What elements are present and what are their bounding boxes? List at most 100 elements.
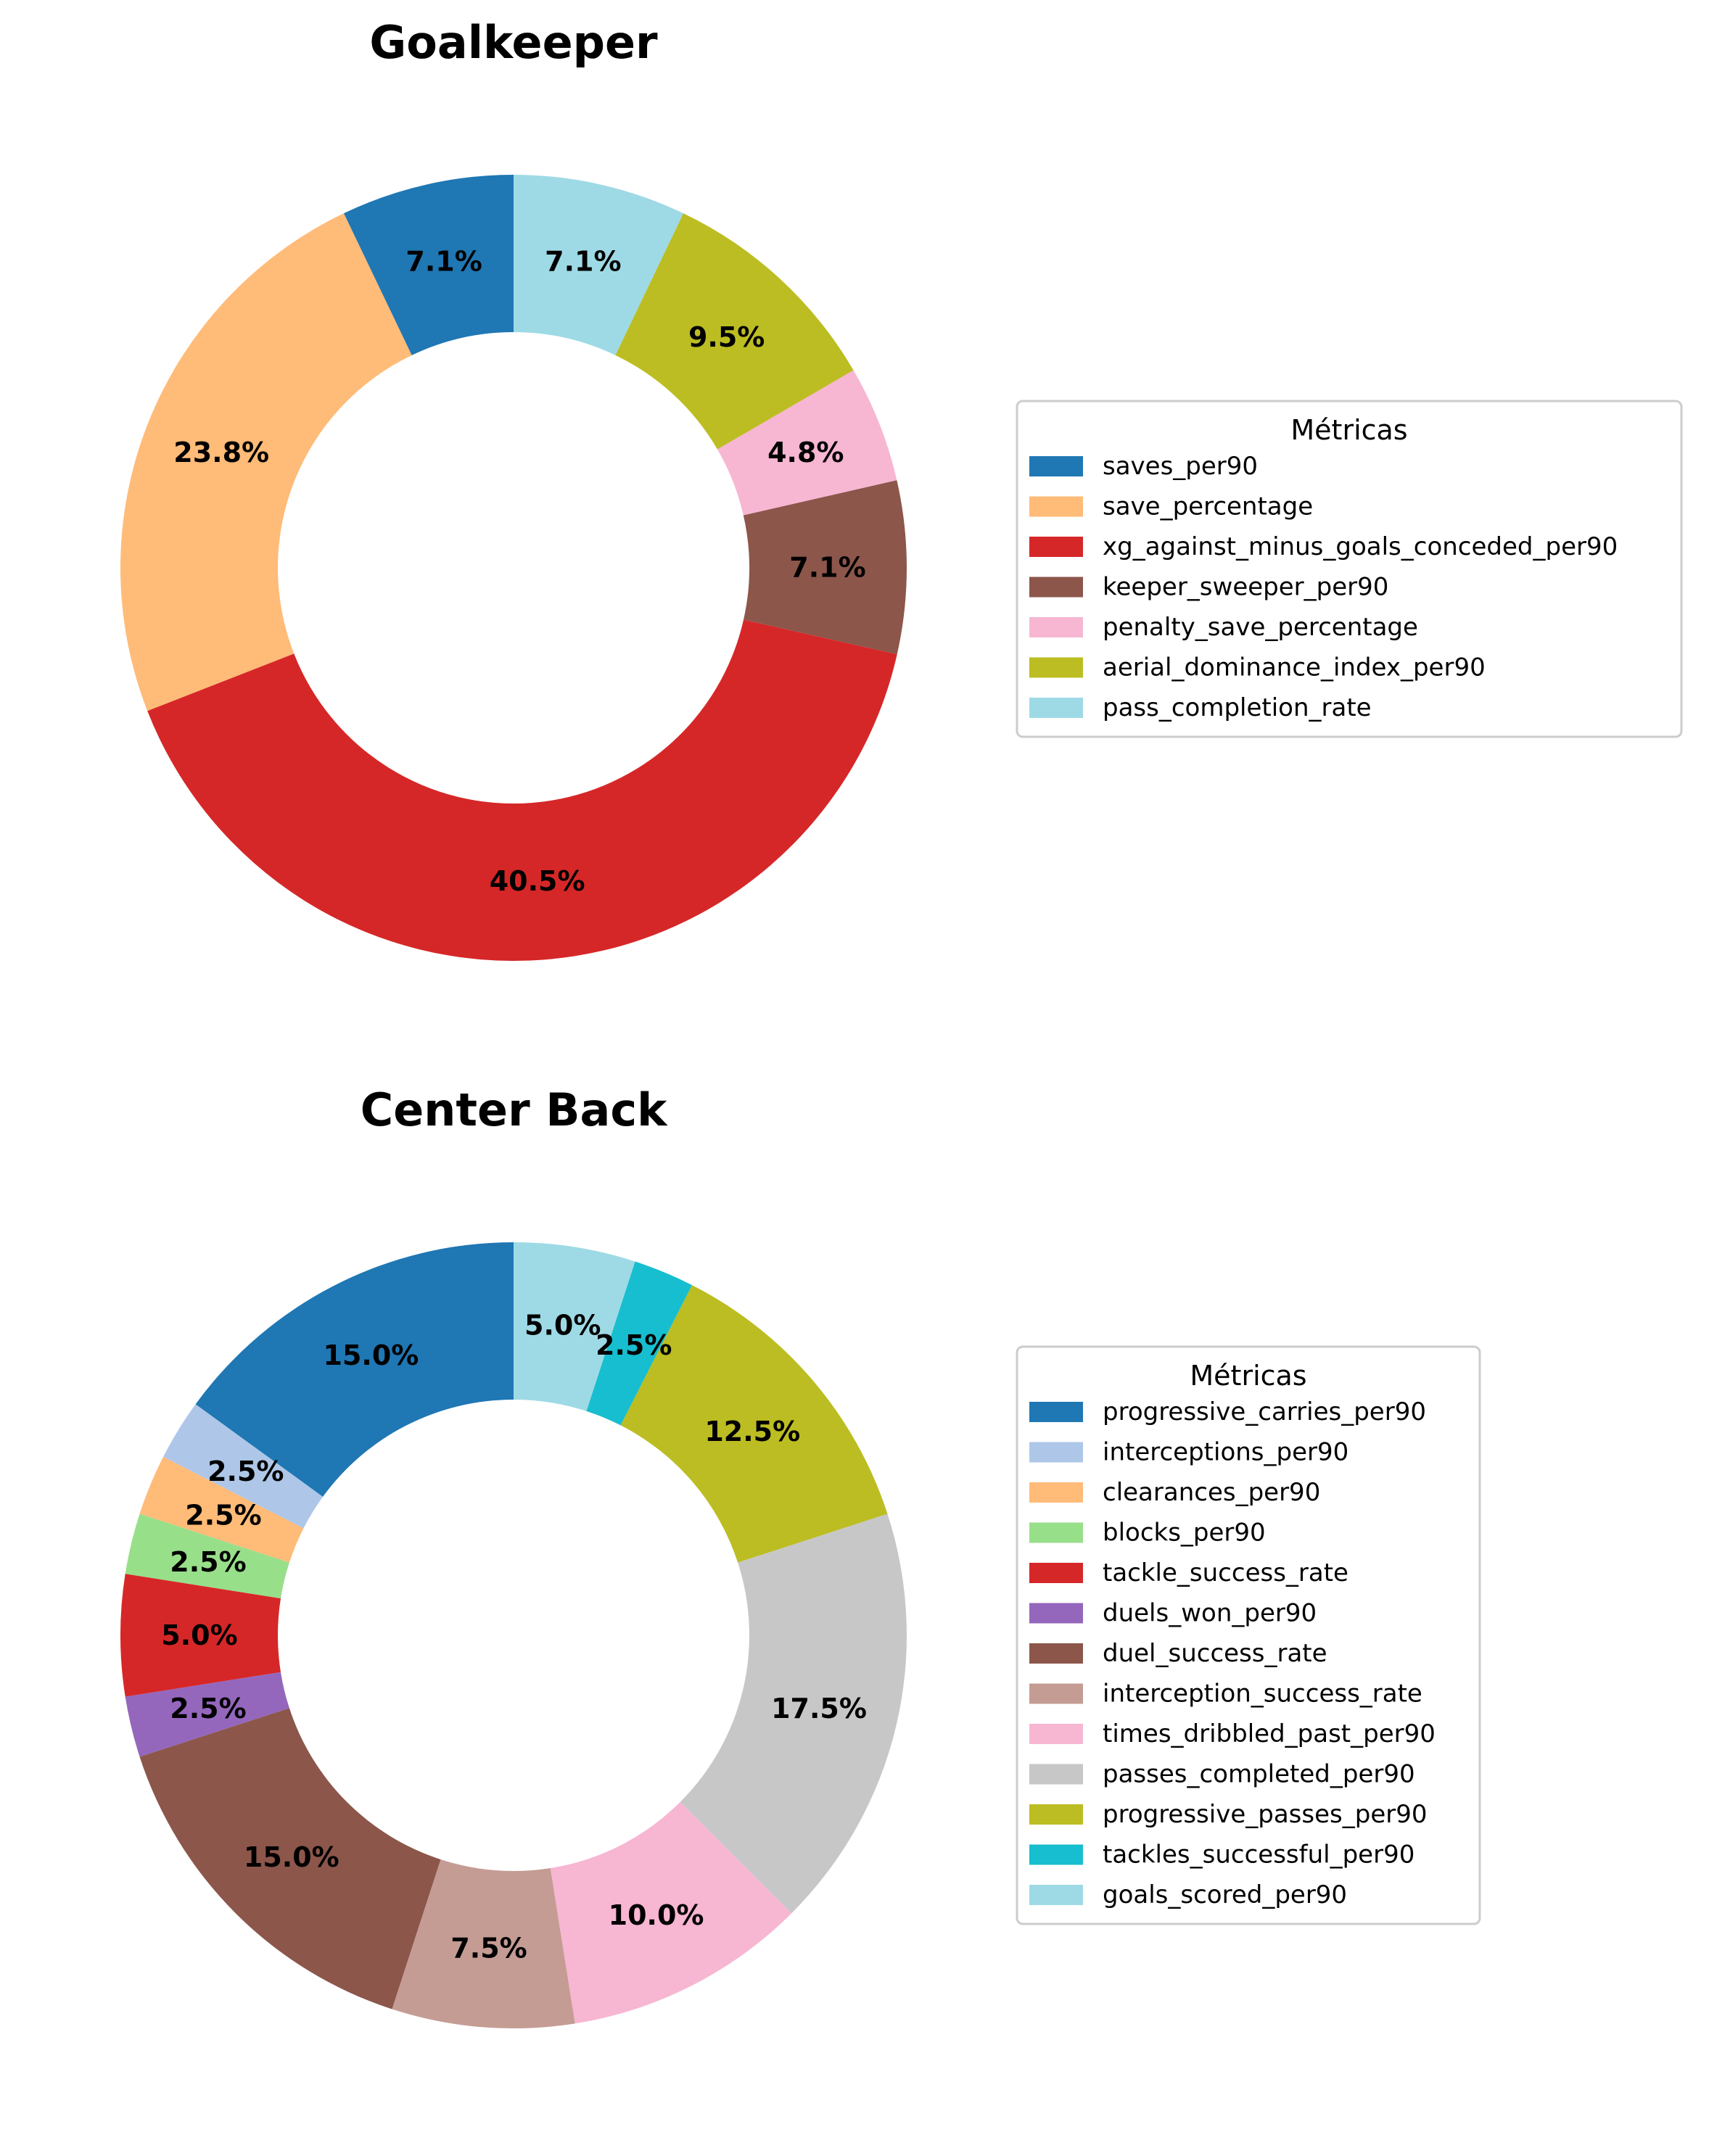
center-back-slice-duels-won-per90 <box>125 1672 289 1757</box>
center-back-legend-label-clearances-per90: clearances_per90 <box>1103 1478 1320 1507</box>
center-back-legend-swatch-times-dribbled-past-per90 <box>1029 1724 1083 1744</box>
center-back-slice-times-dribbled-past-per90 <box>550 1801 792 2024</box>
center-back-legend-swatch-tackle-success-rate <box>1029 1563 1083 1583</box>
goalkeeper-slice-label-aerial-dominance-index-per90: 9.5% <box>688 321 765 353</box>
goalkeeper-legend: Métricas saves_per90 save_percentage xg_ag… <box>1016 400 1683 738</box>
goalkeeper-legend-label-aerial-dominance-index-per90: aerial_dominance_index_per90 <box>1103 653 1486 682</box>
center-back-legend-item-goals-scored-per90: goals_scored_per90 <box>1029 1880 1347 1909</box>
center-back-slice-label-tackles-successful-per90: 2.5% <box>596 1329 672 1361</box>
center-back-slice-label-goals-scored-per90: 5.0% <box>524 1309 601 1341</box>
center-back-legend-swatch-progressive-carries-per90 <box>1029 1402 1083 1422</box>
goalkeeper-legend-title: Métricas <box>1290 414 1407 446</box>
goalkeeper-legend-swatch-xg-against-minus-goals-conceded-per90 <box>1029 537 1083 557</box>
center-back-legend-label-tackle-success-rate: tackle_success_rate <box>1103 1558 1348 1587</box>
goalkeeper-slice-xg-against-minus-goals-conceded-per90 <box>147 619 897 962</box>
center-back-slice-blocks-per90 <box>125 1513 289 1599</box>
center-back-slice-labels: 15.0%2.5%2.5%2.5%5.0%2.5%15.0%7.5%10.0%1… <box>161 1309 867 1964</box>
center-back-legend-item-passes-completed-per90: passes_completed_per90 <box>1029 1760 1415 1789</box>
goalkeeper-legend-box <box>1016 400 1683 738</box>
center-back-slice-progressive-carries-per90 <box>195 1242 514 1497</box>
center-back-slice-label-duels-won-per90: 2.5% <box>170 1693 246 1725</box>
center-back-chart: Center Back 15.0%2.5%2.5%2.5%5.0%2.5%15.… <box>120 1083 1481 2028</box>
center-back-legend-swatch-progressive-passes-per90 <box>1029 1804 1083 1825</box>
center-back-legend-item-tackles-successful-per90: tackles_successful_per90 <box>1029 1841 1414 1870</box>
center-back-legend-swatch-goals-scored-per90 <box>1029 1885 1083 1905</box>
goalkeeper-slice-keeper-sweeper-per90 <box>743 480 907 655</box>
goalkeeper-slice-label-save-percentage: 23.8% <box>173 437 269 468</box>
center-back-legend-label-interceptions-per90: interceptions_per90 <box>1103 1438 1348 1467</box>
goalkeeper-legend-label-penalty-save-percentage: penalty_save_percentage <box>1103 613 1418 642</box>
center-back-slice-duel-success-rate <box>139 1708 441 2010</box>
center-back-legend-swatch-interceptions-per90 <box>1029 1442 1083 1463</box>
goalkeeper-legend-item-saves-per90: saves_per90 <box>1029 452 1258 481</box>
goalkeeper-legend-swatch-saves-per90 <box>1029 456 1083 476</box>
goalkeeper-legend-item-pass-completion-rate: pass_completion_rate <box>1029 693 1372 722</box>
goalkeeper-slice-save-percentage <box>120 213 412 711</box>
center-back-legend: Métricas progressive_carries_per90interc… <box>1016 1345 1481 1925</box>
center-back-slice-interceptions-per90 <box>163 1404 324 1529</box>
goalkeeper-legend-label-save-percentage: save_percentage <box>1103 492 1313 521</box>
center-back-legend-item-tackle-success-rate: tackle_success_rate <box>1029 1558 1348 1587</box>
center-back-legend-swatch-duel-success-rate <box>1029 1643 1083 1664</box>
center-back-legend-item-duel-success-rate: duel_success_rate <box>1029 1639 1327 1668</box>
center-back-legend-label-tackles-successful-per90: tackles_successful_per90 <box>1103 1841 1414 1870</box>
center-back-slice-label-passes-completed-per90: 17.5% <box>771 1693 867 1725</box>
center-back-legend-item-interception-success-rate: interception_success_rate <box>1029 1680 1422 1709</box>
goalkeeper-legend-item-save-percentage: save_percentage <box>1029 492 1313 521</box>
center-back-slice-tackle-success-rate <box>120 1574 281 1697</box>
center-back-legend-box <box>1016 1345 1481 1925</box>
center-back-legend-swatch-duels-won-per90 <box>1029 1603 1083 1624</box>
goalkeeper-legend-item-keeper-sweeper-per90: keeper_sweeper_per90 <box>1029 573 1388 602</box>
goalkeeper-chart: Goalkeeper 7.1%23.8%40.5%7.1%4.8%9.5%7.1… <box>120 16 1683 962</box>
goalkeeper-slice-penalty-save-percentage <box>717 370 897 516</box>
goalkeeper-slice-label-penalty-save-percentage: 4.8% <box>767 437 844 468</box>
center-back-slice-label-interception-success-rate: 7.5% <box>450 1933 527 1965</box>
goalkeeper-legend-label-xg-against-minus-goals-conceded-per90: xg_against_minus_goals_conceded_per90 <box>1103 532 1618 561</box>
center-back-legend-label-duels-won-per90: duels_won_per90 <box>1103 1599 1317 1628</box>
center-back-slice-goals-scored-per90 <box>514 1242 635 1411</box>
center-back-legend-label-goals-scored-per90: goals_scored_per90 <box>1103 1880 1347 1909</box>
center-back-chart-title: Center Back <box>361 1083 668 1136</box>
center-back-slice-progressive-passes-per90 <box>620 1285 888 1563</box>
goalkeeper-slice-labels: 7.1% 23.8% 40.5% 7.1% 4.8% 9.5% 7.1% <box>173 246 865 897</box>
goalkeeper-slice-aerial-dominance-index-per90 <box>615 213 854 450</box>
goalkeeper-donut <box>120 175 907 962</box>
goalkeeper-slice-label-pass-completion-rate: 7.1% <box>545 246 621 278</box>
center-back-slice-interception-success-rate <box>392 1859 575 2028</box>
center-back-legend-item-interceptions-per90: interceptions_per90 <box>1029 1438 1348 1467</box>
goalkeeper-legend-item-aerial-dominance-index-per90: aerial_dominance_index_per90 <box>1029 653 1486 682</box>
goalkeeper-slice-saves-per90 <box>343 175 514 355</box>
center-back-legend-label-duel-success-rate: duel_success_rate <box>1103 1639 1327 1668</box>
goalkeeper-legend-swatch-save-percentage <box>1029 496 1083 517</box>
center-back-slice-label-clearances-per90: 2.5% <box>185 1499 261 1531</box>
center-back-slice-clearances-per90 <box>139 1456 304 1563</box>
center-back-slice-label-interceptions-per90: 2.5% <box>207 1455 284 1487</box>
center-back-legend-label-blocks-per90: blocks_per90 <box>1103 1519 1266 1548</box>
center-back-legend-item-duels-won-per90: duels_won_per90 <box>1029 1599 1317 1628</box>
center-back-slice-label-blocks-per90: 2.5% <box>170 1546 246 1578</box>
center-back-legend-title: Métricas <box>1190 1360 1306 1392</box>
goalkeeper-legend-item-penalty-save-percentage: penalty_save_percentage <box>1029 613 1418 642</box>
center-back-legend-label-interception-success-rate: interception_success_rate <box>1103 1680 1422 1709</box>
center-back-legend-swatch-clearances-per90 <box>1029 1482 1083 1503</box>
goalkeeper-legend-label-saves-per90: saves_per90 <box>1103 452 1258 481</box>
center-back-slice-passes-completed-per90 <box>680 1513 907 1914</box>
center-back-legend-swatch-interception-success-rate <box>1029 1683 1083 1704</box>
goalkeeper-legend-swatch-penalty-save-percentage <box>1029 617 1083 637</box>
center-back-slice-tackles-successful-per90 <box>586 1261 693 1426</box>
goalkeeper-legend-swatch-keeper-sweeper-per90 <box>1029 577 1083 598</box>
center-back-legend-item-blocks-per90: blocks_per90 <box>1029 1519 1266 1548</box>
goalkeeper-slice-label-keeper-sweeper-per90: 7.1% <box>789 551 865 583</box>
center-back-legend-item-progressive-carries-per90: progressive_carries_per90 <box>1029 1397 1426 1426</box>
center-back-legend-swatch-blocks-per90 <box>1029 1522 1083 1543</box>
goalkeeper-legend-swatch-pass-completion-rate <box>1029 698 1083 718</box>
center-back-slice-label-duel-success-rate: 15.0% <box>244 1841 339 1873</box>
goalkeeper-slice-label-xg-against-minus-goals-conceded-per90: 40.5% <box>490 865 585 897</box>
center-back-legend-swatch-passes-completed-per90 <box>1029 1764 1083 1785</box>
center-back-donut <box>120 1242 907 2028</box>
goalkeeper-slice-label-saves-per90: 7.1% <box>405 246 482 278</box>
center-back-legend-label-progressive-passes-per90: progressive_passes_per90 <box>1103 1800 1427 1829</box>
goalkeeper-legend-item-xg-against-minus-goals-conceded-per90: xg_against_minus_goals_conceded_per90 <box>1029 532 1618 561</box>
center-back-legend-item-clearances-per90: clearances_per90 <box>1029 1478 1320 1507</box>
